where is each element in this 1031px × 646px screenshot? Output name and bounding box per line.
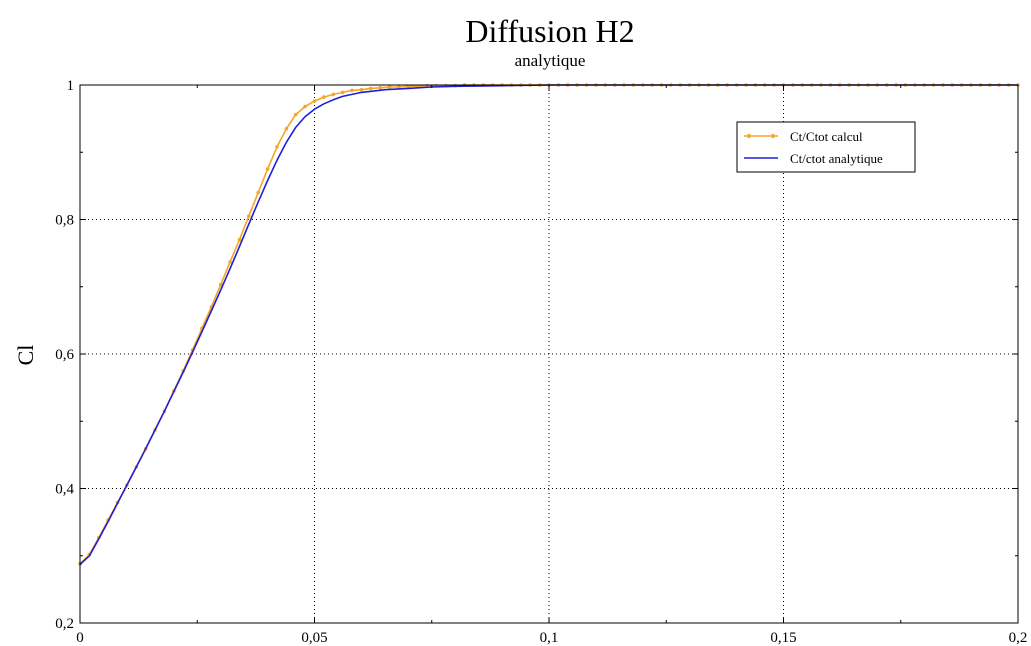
legend-label-analytique: Ct/ctot analytique	[790, 151, 883, 166]
y-tick-label: 0,4	[55, 482, 74, 498]
legend: Ct/Ctot calcul Ct/ctot analytique	[736, 121, 916, 173]
series-point	[312, 99, 317, 103]
series-point	[378, 85, 383, 90]
series-point	[247, 214, 251, 218]
series-point	[275, 145, 279, 149]
legend-box	[736, 121, 916, 173]
series-point	[387, 85, 392, 89]
y-tick-label: 0,8	[55, 213, 74, 229]
series-point	[265, 167, 270, 171]
legend-marker-calcul	[747, 134, 751, 138]
series-point	[350, 88, 354, 93]
legend-label-calcul: Ct/Ctot calcul	[790, 129, 863, 144]
series-point	[331, 92, 336, 97]
y-tick-label: 0,2	[55, 616, 74, 632]
series-point	[340, 90, 345, 95]
series-point	[218, 282, 223, 287]
x-tick-label: 0,2	[1009, 630, 1028, 646]
chart-subtitle: analytique	[515, 51, 586, 70]
axis-ticks: 0 0,05 0,1 0,15 0,2 0,2 0,4 0,6 0,8 1	[55, 78, 1027, 646]
x-tick-label: 0	[76, 630, 84, 646]
series-point	[256, 190, 261, 195]
series-point	[397, 85, 401, 89]
legend-marker-calcul	[771, 134, 775, 138]
grid	[80, 85, 1018, 623]
chart-title: Diffusion H2	[465, 13, 634, 49]
series-point	[237, 237, 242, 242]
x-tick-label: 0,15	[770, 630, 796, 646]
series-point	[303, 104, 307, 109]
series-point	[284, 126, 289, 131]
series-point	[293, 112, 298, 117]
y-axis-label: Cl	[13, 345, 38, 366]
series-point	[322, 95, 326, 99]
x-tick-label: 0,1	[540, 630, 559, 646]
series-line-1	[79, 84, 1018, 566]
series-point	[359, 87, 364, 92]
x-tick-label: 0,05	[301, 630, 327, 646]
y-tick-label: 0,6	[55, 347, 74, 363]
series-point	[369, 86, 373, 91]
y-tick-label: 1	[67, 78, 75, 94]
series-point	[228, 260, 232, 264]
